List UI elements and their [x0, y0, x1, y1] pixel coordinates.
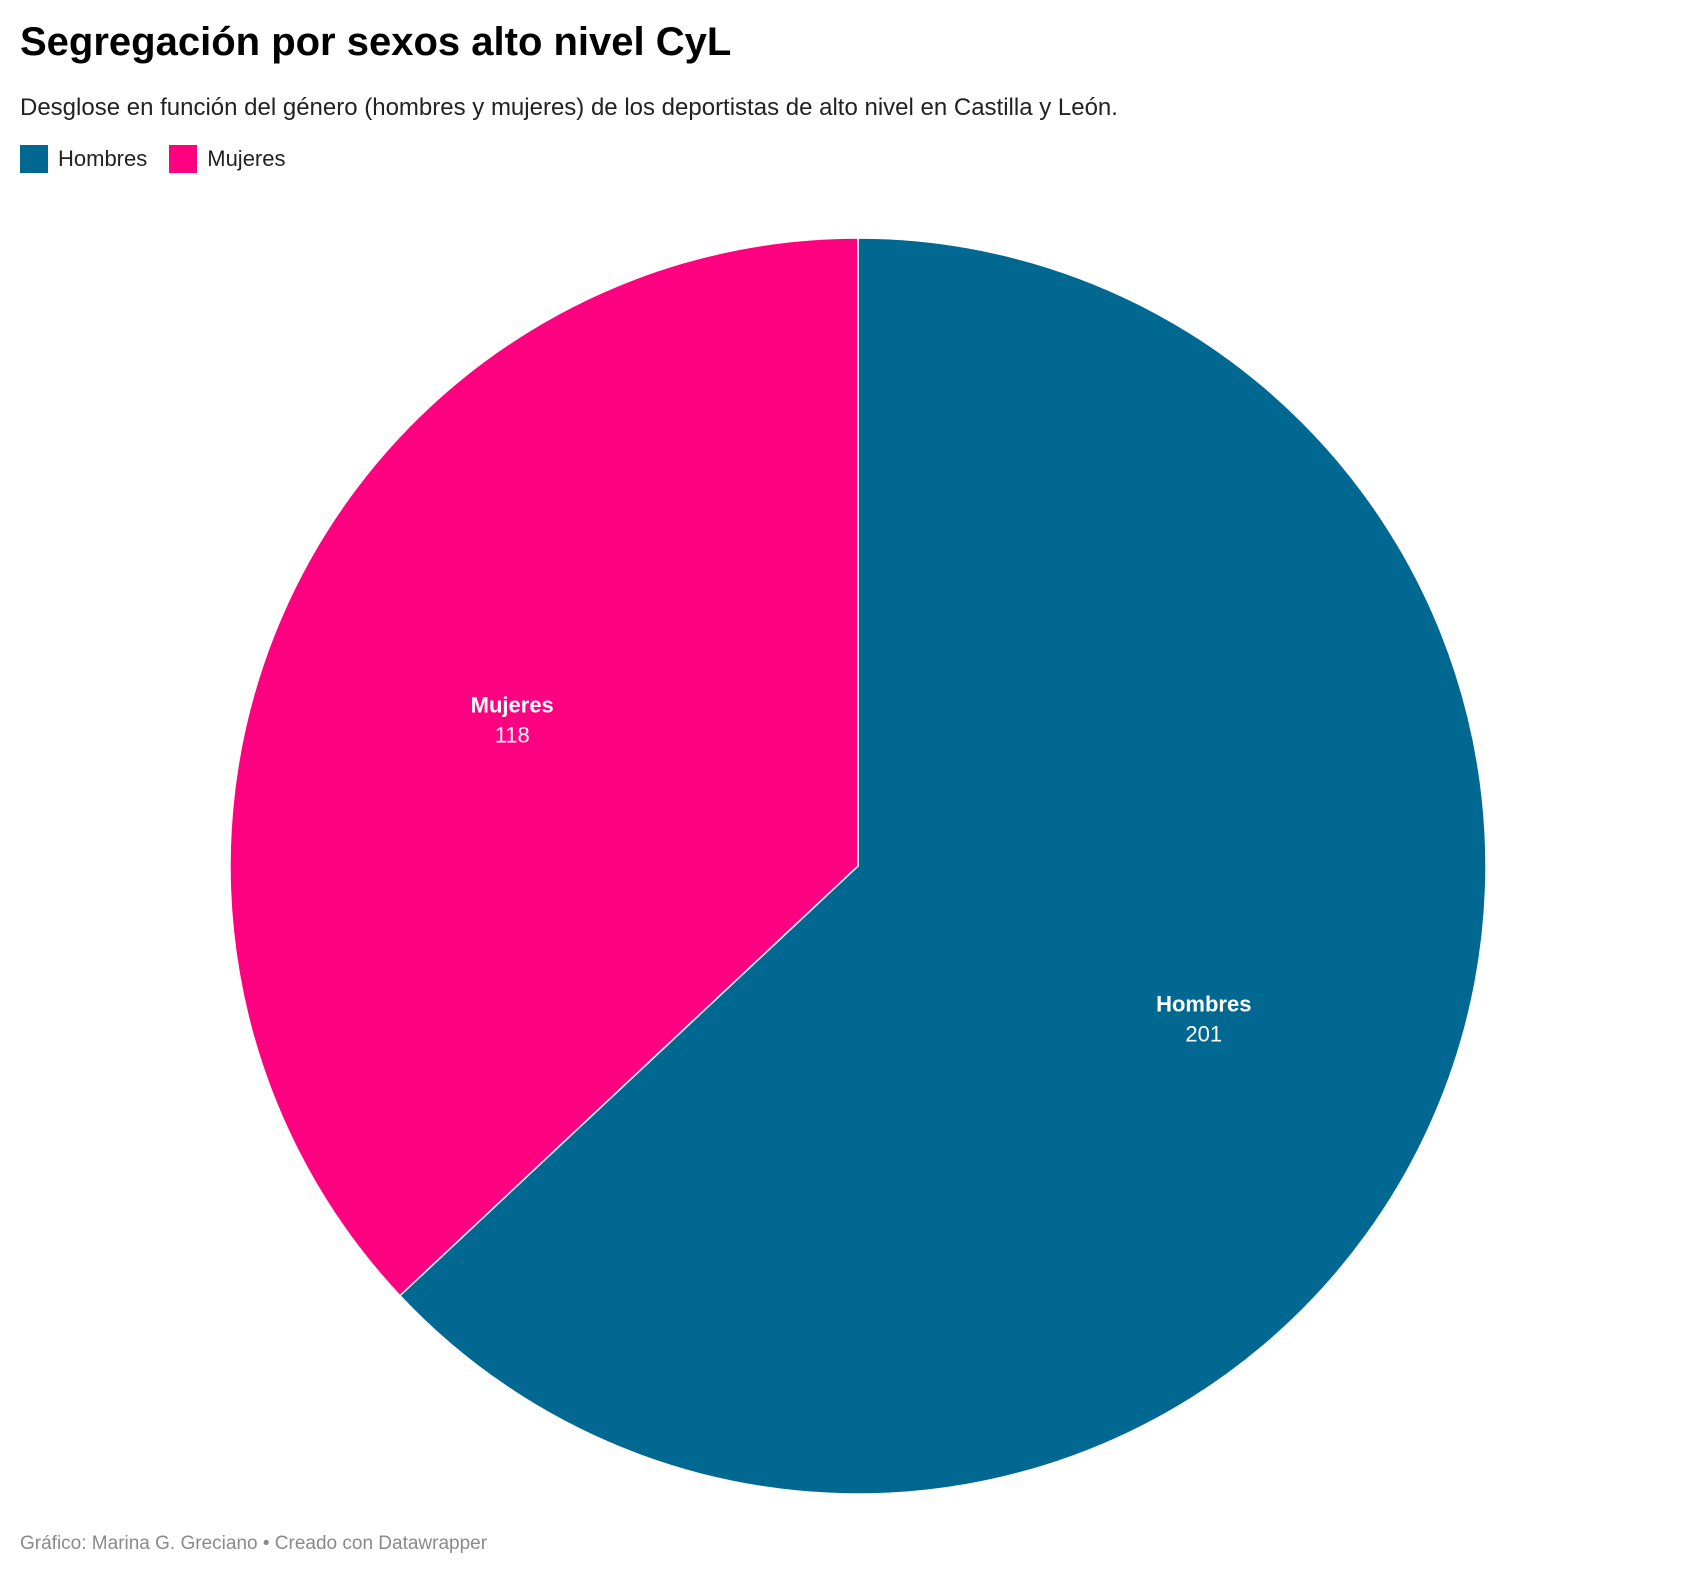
legend-label-hombres: Hombres [58, 146, 148, 171]
chart-title: Segregación por sexos alto nivel CyL [20, 20, 732, 64]
legend-item-mujeres: Mujeres [169, 145, 286, 173]
pie-slice-mujeres [229, 237, 859, 1297]
slice-value-hombres: 201 [1185, 1022, 1222, 1047]
legend: Hombres Mujeres [20, 145, 308, 173]
slice-label-hombres: Hombres [1156, 992, 1251, 1017]
slice-label-mujeres: Mujeres [471, 692, 554, 717]
chart-subtitle: Desglose en función del género (hombres … [20, 94, 1118, 121]
legend-swatch-hombres [20, 145, 48, 173]
slice-value-mujeres: 118 [495, 722, 530, 747]
legend-swatch-mujeres [169, 145, 198, 173]
pie-chart: Hombres 201 Mujeres 118 [229, 237, 1487, 1495]
legend-label-mujeres: Mujeres [207, 146, 286, 171]
pie-slice-hombres [398, 237, 1487, 1495]
footer-credit: Gráfico: Marina G. Greciano • Creado con… [20, 1533, 488, 1554]
legend-item-hombres: Hombres [20, 145, 147, 173]
